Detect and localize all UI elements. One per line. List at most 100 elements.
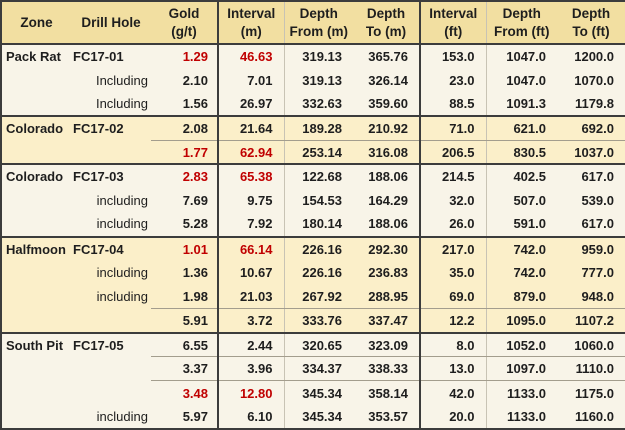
table-row: including 1.36 10.67 226.16 236.83 35.0 742.0 7… [1,260,625,285]
cell-to-ft: 1110.0 [557,356,625,382]
cell-drill: Including [71,92,151,117]
cell-interval-ft: 217.0 [420,235,486,261]
table-row: Including 1.56 26.97 332.63 359.60 88.5 1091.3… [1,92,625,117]
cell-drill [71,356,151,381]
cell-gold: 3.48 [151,380,219,405]
header-label-line1: Depth [366,6,406,22]
cell-interval-ft: 69.0 [420,284,486,310]
cell-zone [1,68,71,93]
cell-to-ft: 1037.0 [557,140,625,165]
cell-zone [1,356,71,381]
cell-to-m: 188.06 [353,163,421,189]
cell-from-ft: 591.0 [485,212,557,237]
cell-to-m: 210.92 [353,115,421,141]
header-label-line2: (m) [240,23,262,39]
cell-to-m: 323.09 [353,331,421,358]
cell-drill: including [71,188,151,213]
cell-from-m: 333.76 [283,308,353,333]
cell-from-ft: 1097.0 [485,356,557,382]
table-row: 3.48 12.80 345.34 358.14 42.0 1133.0 1175.0 [1,380,625,405]
cell-gold: 5.97 [151,404,219,429]
cell-gold: 3.37 [151,356,219,382]
cell-to-ft: 1179.8 [557,92,625,117]
cell-interval-ft: 26.0 [420,212,486,237]
cell-drill: including [71,260,151,285]
cell-from-ft: 742.0 [485,260,557,285]
header-interval-m: Interval (m) [218,1,284,45]
cell-zone [1,140,71,165]
cell-interval-ft: 8.0 [420,331,486,358]
cell-to-ft: 617.0 [557,212,625,237]
header-label-line1: Interval [227,6,276,22]
cell-gold: 2.08 [151,115,219,141]
cell-interval-m: 3.72 [218,308,284,333]
cell-to-ft: 1107.2 [557,308,625,333]
header-label-line1: Depth [571,6,611,22]
cell-from-m: 332.63 [283,92,353,117]
cell-interval-m: 10.67 [218,260,284,285]
cell-zone [1,308,71,333]
cell-interval-m: 12.80 [218,380,284,405]
cell-interval-ft: 206.5 [420,140,486,165]
cell-gold: 5.28 [151,212,219,237]
cell-to-ft: 1060.0 [557,331,625,358]
cell-interval-ft: 153.0 [420,42,486,69]
cell-interval-m: 7.92 [218,212,284,237]
header-label-line1: Drill Hole [81,14,141,30]
cell-to-m: 338.33 [353,356,421,382]
cell-zone [1,260,71,285]
cell-gold: 6.55 [151,331,219,358]
cell-from-ft: 1133.0 [485,380,557,405]
cell-from-ft: 1052.0 [485,331,557,358]
cell-to-ft: 1160.0 [557,404,625,429]
header-label-line1: Depth [502,6,541,22]
header-label-line1: Depth [299,6,338,22]
cell-to-ft: 1175.0 [557,380,625,405]
cell-zone [1,404,71,429]
cell-to-m: 337.47 [353,308,421,333]
cell-gold: 5.91 [151,308,219,333]
table-row: including 7.69 9.75 154.53 164.29 32.0 507.0 53… [1,188,625,213]
cell-from-m: 154.53 [283,188,353,213]
cell-drill: FC17-01 [71,42,151,69]
cell-drill [71,140,151,165]
cell-to-m: 359.60 [353,92,421,117]
cell-gold: 1.98 [151,284,219,310]
cell-zone [1,92,71,117]
cell-to-ft: 948.0 [557,284,625,310]
header-label-line2: To (m) [365,23,407,39]
cell-interval-m: 46.63 [218,42,284,69]
cell-gold: 1.36 [151,260,219,285]
cell-drill: including [71,212,151,237]
cell-to-ft: 539.0 [557,188,625,213]
table-row: including 5.28 7.92 180.14 188.06 26.0 591.0 61… [1,212,625,237]
cell-from-ft: 742.0 [485,235,557,261]
cell-drill: including [71,284,151,309]
cell-from-m: 122.68 [283,163,353,189]
cell-interval-m: 2.44 [218,331,284,358]
cell-to-m: 236.83 [353,260,421,285]
cell-interval-m: 26.97 [218,92,284,117]
cell-from-ft: 1091.3 [485,92,557,117]
cell-interval-m: 6.10 [218,404,284,429]
cell-drill [71,380,151,405]
cell-interval-m: 21.03 [218,284,284,310]
header-label-line2: (ft) [444,23,463,39]
cell-from-ft: 402.5 [485,163,557,189]
header-row: Zone Drill Hole Gold (g/t) Interval (m) Depth F… [1,1,625,45]
cell-drill: FC17-04 [71,235,151,261]
cell-interval-ft: 23.0 [420,68,486,93]
cell-from-ft: 1133.0 [485,404,557,429]
table-row: including 1.98 21.03 267.92 288.95 69.0 879.0 9… [1,284,625,310]
cell-to-m: 164.29 [353,188,421,213]
cell-from-m: 267.92 [283,284,353,310]
header-label-line2: From (ft) [494,23,550,39]
header-interval-ft: Interval (ft) [420,1,486,45]
cell-zone [1,284,71,309]
cell-from-ft: 1047.0 [485,68,557,93]
cell-from-ft: 621.0 [485,115,557,141]
cell-interval-m: 62.94 [218,140,284,165]
cell-interval-m: 3.96 [218,356,284,382]
cell-to-m: 288.95 [353,284,421,310]
cell-from-m: 319.13 [283,68,353,93]
